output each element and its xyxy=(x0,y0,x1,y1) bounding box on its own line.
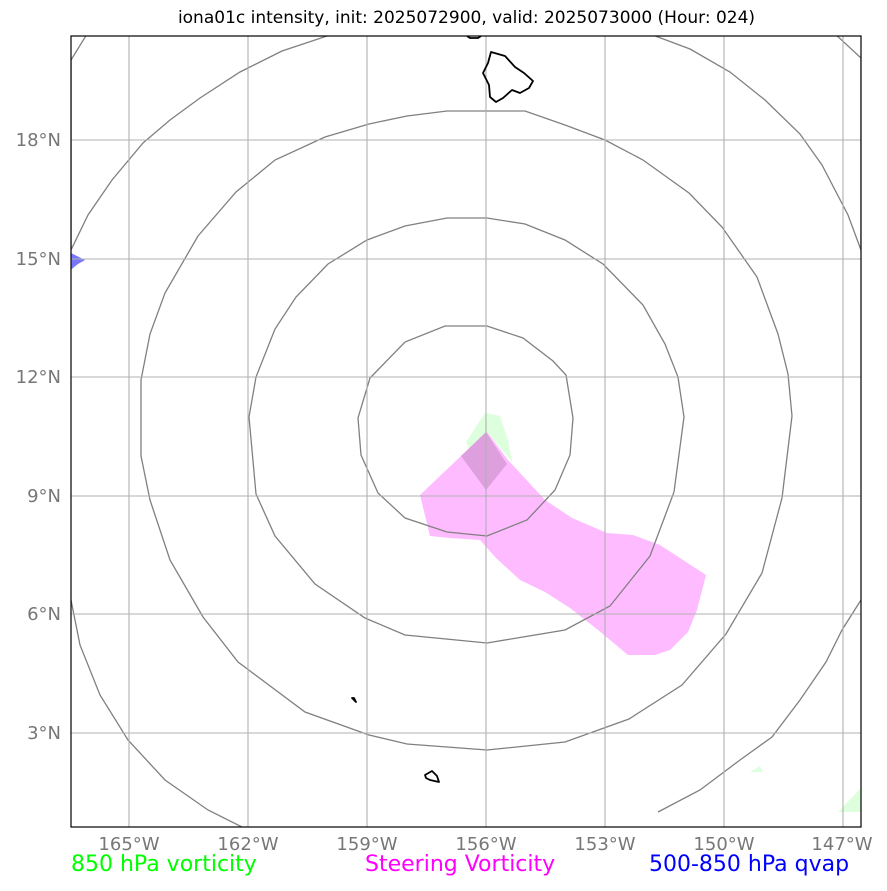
island-top-fragment xyxy=(466,36,482,39)
range-ring xyxy=(71,36,861,251)
lon-tick-label: 153°W xyxy=(574,834,635,855)
steering-vorticity-field xyxy=(420,432,706,655)
coastlines xyxy=(351,36,534,783)
lat-tick-label: 18°N xyxy=(16,130,61,151)
range-rings xyxy=(71,36,861,827)
lon-tick-label: 162°W xyxy=(217,834,278,855)
range-ring xyxy=(248,217,685,644)
island-coastline xyxy=(351,697,357,703)
range-ring xyxy=(357,325,574,537)
lat-tick-label: 9°N xyxy=(27,486,61,507)
legend-850hpa-vorticity: 850 hPa vorticity xyxy=(71,852,257,877)
lon-tick-label: 147°W xyxy=(811,834,872,855)
plot-title: iona01c intensity, init: 2025072900, val… xyxy=(177,8,756,28)
lat-tick-label: 12°N xyxy=(16,367,61,388)
latitude-labels: 18°N 15°N 12°N 9°N 6°N 3°N xyxy=(16,130,61,744)
lon-tick-label: 165°W xyxy=(98,834,159,855)
overlap-field xyxy=(461,432,507,490)
lat-tick-label: 3°N xyxy=(27,723,61,744)
range-ring xyxy=(71,599,244,827)
axes-frame xyxy=(70,35,862,828)
lat-tick-label: 6°N xyxy=(27,604,61,625)
legend-steering-vorticity: Steering Vorticity xyxy=(365,852,556,877)
big-island-coastline xyxy=(482,51,534,103)
gridlines xyxy=(71,36,861,827)
lat-tick-label: 15°N xyxy=(16,249,61,270)
lon-tick-label: 150°W xyxy=(693,834,754,855)
qvap-field xyxy=(71,253,85,270)
legend-qvap: 500-850 hPa qvap xyxy=(649,852,850,877)
lon-tick-label: 159°W xyxy=(336,834,397,855)
range-ring xyxy=(140,110,793,751)
range-ring xyxy=(657,599,861,813)
850hpa-vorticity-field xyxy=(466,413,512,462)
850hpa-vorticity-field-east xyxy=(838,788,861,812)
longitude-labels: 165°W 162°W 159°W 156°W 153°W 150°W 147°… xyxy=(98,834,872,855)
lon-tick-label: 156°W xyxy=(455,834,516,855)
island-coastline xyxy=(424,770,440,783)
850hpa-vorticity-field-southeast xyxy=(750,766,763,772)
